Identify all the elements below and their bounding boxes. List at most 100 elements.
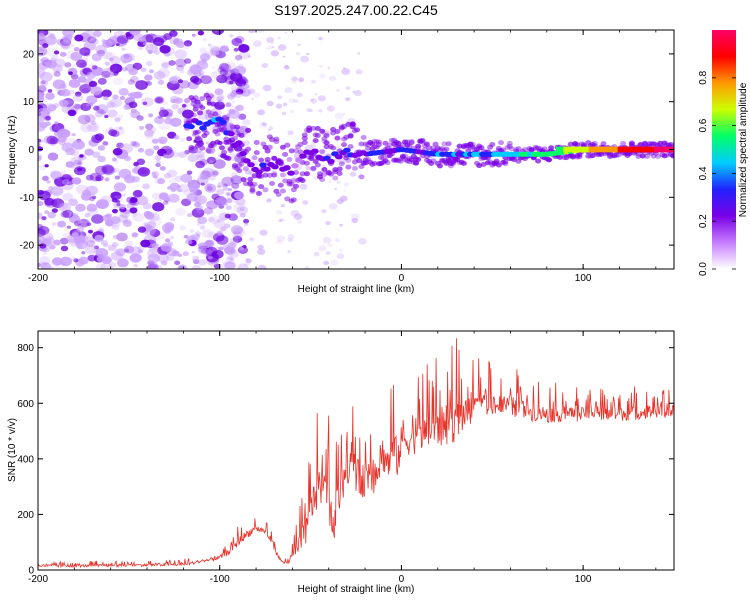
spectrogram-cell (318, 64, 323, 68)
spectrogram-cell (336, 253, 345, 260)
spectrogram-cell (334, 188, 338, 191)
spectrogram-cell (93, 105, 100, 111)
spectrogram-cell (142, 101, 148, 106)
spectrogram-ridge-cell (271, 164, 279, 170)
spectrogram-ridge-core (584, 146, 589, 153)
spectrogram-cell (91, 38, 99, 45)
spectrogram-cell (111, 242, 119, 248)
spectrogram-cell (182, 251, 189, 257)
spectrogram-cell (257, 244, 264, 250)
spectrogram-ridge-cell (259, 162, 267, 168)
spectrogram-ridge-halo (439, 146, 446, 152)
spectrogram-cell (166, 169, 178, 178)
spectrogram-cell (71, 64, 76, 68)
spectrogram-cell (199, 225, 206, 230)
spectrogram-cell (216, 188, 225, 196)
spectrogram-cell (137, 147, 145, 153)
spectrogram-ridge-halo (441, 141, 448, 147)
spectrogram-cell (173, 135, 180, 140)
spectrogram-ridge-halo (247, 176, 254, 182)
spectrogram-cell (47, 211, 56, 219)
spectrogram-cell (121, 67, 128, 72)
spectrogram-ridge-core (661, 146, 666, 153)
spectrogram-ridge-halo (319, 177, 326, 183)
spectrogram-cell (179, 80, 191, 89)
spectrogram-cell (158, 121, 171, 131)
spectrogram-ridge-core (606, 146, 611, 153)
spectrogram-cell (80, 123, 93, 133)
spectrogram-cell (42, 107, 51, 115)
spectrogram-cell (137, 226, 147, 233)
spectrogram-cell (45, 121, 51, 126)
spectrogram-cell (41, 216, 47, 221)
spectrogram-cell (327, 243, 333, 248)
spectrogram-ridge-halo (532, 146, 539, 152)
spectrogram-ridge-core (559, 146, 564, 153)
spectrogram-ridge-core (654, 146, 659, 153)
spectrogram-cell (218, 246, 224, 251)
spectrogram-cell (101, 70, 111, 79)
spectrogram-cell (228, 247, 233, 250)
spectrogram-ridge-halo (504, 144, 511, 150)
spectrogram-cell (195, 150, 205, 158)
spectrogram-cell (97, 155, 106, 163)
spectrogram-ridge-core (657, 146, 662, 153)
spectrogram-cell (126, 202, 135, 209)
spectrogram-cell (163, 200, 169, 205)
spectrogram-cell (91, 65, 98, 70)
spectrogram-ridge-halo (347, 144, 354, 150)
spectrogram-cell (137, 45, 144, 51)
spectrogram-cell (108, 129, 118, 137)
spectrogram-cell (287, 237, 294, 243)
spectrogram-cell (79, 154, 84, 158)
spectrogram-cell (229, 237, 239, 244)
spectrogram-cell (174, 207, 187, 217)
spectrogram-ridge-halo (229, 124, 236, 130)
spectrogram-cell (313, 251, 320, 257)
spectrogram-cell (213, 219, 226, 229)
spectrogram-cell (86, 203, 98, 212)
spectrogram-cell (102, 39, 113, 48)
spectrogram-cell (77, 76, 87, 83)
spectrogram-cell (76, 226, 85, 233)
spectrogram-cell (195, 160, 205, 169)
spectrogram-ridge-halo (469, 144, 476, 150)
spectrogram-cell (169, 235, 175, 240)
spectrogram-cell (230, 85, 239, 92)
spectrogram-ridge-halo (218, 145, 225, 151)
spectrogram-cell (106, 101, 116, 109)
spectrogram-cell (66, 234, 80, 244)
spectrogram-cell (116, 203, 121, 207)
spectrogram-cell (87, 36, 97, 44)
spectrogram-ridge-halo (319, 128, 326, 134)
spectrogram-cell (238, 66, 247, 73)
spectrogram-cell (122, 218, 131, 225)
spectrogram-cell (343, 189, 347, 192)
spectrogram-ridge-core (664, 146, 669, 153)
spectrogram-cell (206, 156, 217, 165)
spectrogram-cell (256, 248, 266, 255)
spectrogram-cell (69, 149, 79, 157)
spectrogram-ridge-halo (293, 183, 300, 189)
spectrogram-cell (60, 40, 71, 49)
spectrogram-ridge-halo (255, 190, 262, 196)
spectrogram-ridge-halo (515, 146, 522, 152)
spectrogram-cell (153, 70, 166, 80)
spectrogram-x-tick-label: -200 (28, 273, 48, 284)
spectrogram-ridge-halo (323, 133, 330, 139)
spectrogram-cell (192, 77, 202, 85)
spectrogram-cell (218, 100, 225, 105)
spectrogram-cell (159, 44, 171, 54)
spectrogram-cell (227, 255, 233, 260)
spectrogram-ridge-halo (197, 140, 204, 146)
spectrogram-ridge-halo (301, 140, 308, 146)
spectrogram-cell (192, 259, 200, 265)
spectrogram-ridge-halo (323, 144, 330, 150)
spectrogram-cell (214, 196, 228, 207)
spectrogram-cell (44, 164, 49, 168)
spectrogram-cell (60, 170, 67, 176)
spectrogram-cell (216, 74, 228, 84)
spectrogram-cell (68, 198, 78, 206)
spectrogram-cell (196, 154, 206, 162)
